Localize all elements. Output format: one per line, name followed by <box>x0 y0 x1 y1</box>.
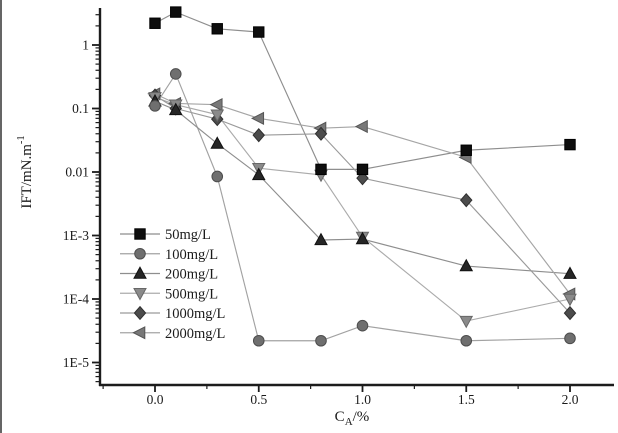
legend-item: 500mg/L <box>120 286 218 302</box>
data-point-triangle-up-marker <box>168 102 183 116</box>
legend-item: 50mg/L <box>120 227 211 243</box>
series-polyline <box>154 100 571 275</box>
data-point-triangle-down-marker <box>563 293 577 307</box>
legend-square-icon <box>134 228 146 240</box>
data-point-triangle-up-marker <box>355 231 370 245</box>
data-point-circle-marker <box>169 68 182 80</box>
legend-triangle-left-icon <box>132 326 146 340</box>
series-markers-100mgL <box>149 68 576 347</box>
x-tick-label: 1.0 <box>354 392 371 407</box>
legend-label: 200mg/L <box>165 267 218 283</box>
legend-triangle-up-icon <box>133 266 147 279</box>
legend-label: 500mg/L <box>165 286 218 302</box>
y-tick-label: 1E-3 <box>63 228 89 243</box>
y-tick-label: 0.1 <box>72 101 89 116</box>
scan-edge-artifact <box>0 0 2 433</box>
series-line-500mgL <box>154 96 571 322</box>
legend: 50mg/L 100mg/L 200mg/L 500mg/L 1000mg/L 2000m… <box>120 227 225 342</box>
data-point-square-marker <box>315 163 327 176</box>
data-point-triangle-up-marker <box>563 266 577 279</box>
legend-label: 50mg/L <box>165 227 211 243</box>
data-point-circle-marker <box>460 334 473 347</box>
y-tick-label: 0.01 <box>65 165 89 180</box>
data-point-circle-marker <box>211 170 224 183</box>
data-point-triangle-down-marker <box>210 109 225 122</box>
data-point-triangle-up-marker <box>459 258 474 272</box>
data-point-triangle-left-marker <box>354 119 368 134</box>
series-polyline <box>154 93 571 295</box>
y-tick-label: 1E-5 <box>63 355 89 370</box>
legend-triangle-down-icon <box>133 288 147 301</box>
series-markers-50mgL <box>149 6 576 176</box>
x-tick-label: 0.0 <box>147 392 164 407</box>
data-point-triangle-down-marker <box>459 315 474 329</box>
series-markers-200mgL <box>148 93 577 279</box>
data-point-triangle-up-marker <box>314 232 328 246</box>
data-point-circle-marker <box>356 319 369 332</box>
legend-item: 200mg/L <box>120 266 218 283</box>
data-point-diamond-marker <box>314 126 328 141</box>
x-axis-title: CA/% <box>335 409 370 428</box>
x-tick-label: 2.0 <box>562 392 579 407</box>
data-point-square-marker <box>149 17 161 29</box>
legend-diamond-icon <box>133 305 147 321</box>
legend-item: 2000mg/L <box>120 326 225 342</box>
x-tick-label: 0.5 <box>250 392 267 407</box>
series-polyline <box>154 11 571 170</box>
y-tick-label: 1E-4 <box>63 292 89 307</box>
legend-circle-icon <box>134 247 146 260</box>
data-point-triangle-up-marker <box>210 136 225 149</box>
legend-item: 100mg/L <box>120 247 218 263</box>
y-tick-label: 1 <box>82 38 89 53</box>
data-point-triangle-left-marker <box>209 98 223 112</box>
data-point-circle-marker <box>315 334 327 347</box>
data-point-diamond-marker <box>563 305 577 321</box>
data-point-square-marker <box>253 26 265 38</box>
series-polyline <box>154 96 571 322</box>
y-axis-title: IFT/mN.m-1 <box>16 135 35 208</box>
data-point-square-marker <box>564 138 576 151</box>
legend-label: 2000mg/L <box>165 326 225 342</box>
legend-label: 1000mg/L <box>165 306 225 322</box>
x-tick-label: 1.5 <box>458 392 475 407</box>
data-point-square-marker <box>460 144 472 156</box>
data-point-diamond-marker <box>459 193 473 208</box>
legend-label: 100mg/L <box>165 247 218 263</box>
data-point-triangle-left-marker <box>251 111 265 125</box>
series-line-200mgL <box>154 100 571 275</box>
data-point-square-marker <box>211 23 223 35</box>
series-line-100mgL <box>154 72 571 342</box>
data-point-circle-marker <box>564 332 576 345</box>
data-point-square-marker <box>170 6 182 18</box>
data-point-square-marker <box>356 163 369 176</box>
series-line-50mgL <box>154 11 571 170</box>
data-point-circle-marker <box>149 100 161 112</box>
series-polyline <box>154 72 571 342</box>
data-point-diamond-marker <box>252 128 266 143</box>
series-polyline <box>154 95 571 314</box>
series-line-2000mgL <box>154 93 571 295</box>
data-point-circle-marker <box>252 334 265 347</box>
series-line-1000mgL <box>154 95 571 314</box>
legend-item: 1000mg/L <box>120 305 225 322</box>
data-point-triangle-up-marker <box>251 167 266 181</box>
